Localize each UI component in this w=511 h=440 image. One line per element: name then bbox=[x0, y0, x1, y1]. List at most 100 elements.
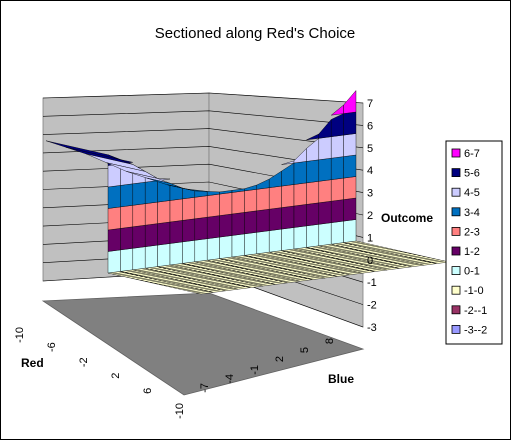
red-tick-label: 6 bbox=[142, 388, 154, 394]
section-band-cell bbox=[206, 236, 220, 261]
section-band-cell bbox=[318, 136, 332, 161]
section-band-cell bbox=[269, 185, 282, 210]
section-band-cell bbox=[120, 183, 134, 208]
section-band-cell bbox=[182, 240, 196, 264]
section-band-cell bbox=[293, 204, 307, 228]
section-band-cell bbox=[120, 226, 134, 251]
section-band-cell bbox=[331, 134, 344, 159]
section-band-cell bbox=[194, 238, 208, 263]
legend-label: 2-3 bbox=[464, 226, 480, 238]
section-band-cell bbox=[293, 182, 307, 207]
section-band-cell bbox=[281, 205, 295, 230]
section-band-cell bbox=[194, 195, 208, 220]
section-band-cell bbox=[306, 159, 319, 184]
section-band-cell bbox=[194, 216, 208, 241]
section-band-cell bbox=[231, 190, 245, 215]
blue-tick-label: 2 bbox=[274, 356, 286, 362]
z-tick-label: 0 bbox=[367, 255, 373, 267]
section-band-cell bbox=[343, 111, 357, 136]
blue-axis-ticks: -7 -4 -1 2 5 8 bbox=[199, 338, 336, 393]
section-band-cell bbox=[169, 241, 183, 266]
section-band-cell bbox=[144, 201, 158, 226]
red-tick-label: -10 bbox=[174, 403, 186, 419]
z-gridline bbox=[42, 92, 364, 104]
section-band-cell bbox=[318, 179, 332, 204]
section-band-cell bbox=[256, 187, 270, 212]
section-band-cell bbox=[306, 202, 319, 227]
section-band-cell bbox=[331, 177, 344, 202]
y-axis-label: Red bbox=[21, 356, 44, 370]
z-tick-label: 4 bbox=[367, 165, 373, 177]
red-axis-ticks: -10 -6 -2 2 6 -10 bbox=[14, 327, 186, 419]
section-band-cell bbox=[182, 218, 196, 243]
section-band-cell bbox=[269, 228, 282, 253]
legend-swatch bbox=[451, 187, 461, 197]
legend-label: -3--2 bbox=[464, 324, 487, 336]
section-band-cell bbox=[331, 199, 344, 223]
section-band-cell bbox=[219, 235, 233, 259]
legend-label: 3-4 bbox=[464, 207, 480, 219]
section-band-cell bbox=[244, 232, 258, 256]
section-band-cell bbox=[318, 200, 332, 225]
z-tick-label: 5 bbox=[367, 143, 373, 155]
section-band-cell bbox=[157, 200, 171, 224]
section-band-cell bbox=[144, 244, 158, 269]
blue-tick-label: 8 bbox=[324, 338, 336, 344]
z-tick-label: -1 bbox=[367, 277, 377, 289]
section-band-cell bbox=[281, 227, 295, 251]
legend-label: -2--1 bbox=[464, 305, 487, 317]
legend: 6-7 5-6 4-5 3-4 2-3 1-2 0-1 -1-0 -2--1 -3--2 bbox=[451, 148, 487, 336]
blue-tick-label: -4 bbox=[224, 374, 236, 384]
red-tick-label: -6 bbox=[46, 342, 58, 352]
section-band-cell bbox=[182, 197, 196, 221]
z-tick-label: -2 bbox=[367, 300, 377, 312]
section-band-cell bbox=[169, 220, 183, 244]
section-band-cell bbox=[256, 208, 270, 233]
blue-tick-label: -7 bbox=[199, 383, 211, 393]
section-top-cell bbox=[187, 188, 208, 192]
chart-title: Sectioned along Red's Choice bbox=[155, 25, 356, 42]
section-band-cell bbox=[206, 193, 220, 218]
z-tick-label: 7 bbox=[367, 98, 373, 110]
section-band-cell bbox=[169, 198, 183, 223]
blue-tick-label: 5 bbox=[299, 347, 311, 353]
legend-label: 0-1 bbox=[464, 266, 480, 278]
legend-swatch bbox=[451, 324, 461, 334]
blue-tick-label: -1 bbox=[249, 365, 261, 375]
section-band-cell bbox=[244, 189, 258, 213]
section-band-cell bbox=[343, 197, 357, 222]
section-band-cell bbox=[318, 222, 332, 247]
legend-swatch bbox=[451, 226, 461, 236]
legend-label: 1-2 bbox=[464, 246, 480, 258]
red-tick-label: 2 bbox=[110, 373, 122, 379]
section-band-cell bbox=[132, 246, 146, 271]
legend-label: -1-0 bbox=[464, 285, 484, 297]
section-band-cell bbox=[318, 157, 332, 182]
section-band-cell bbox=[107, 228, 121, 252]
z-tick-label: -3 bbox=[367, 322, 377, 334]
legend-label: 4-5 bbox=[464, 187, 480, 199]
section-band-cell bbox=[107, 206, 121, 231]
z-tick-label: 6 bbox=[367, 120, 373, 132]
red-tick-label: -2 bbox=[78, 357, 90, 367]
section-band-cell bbox=[120, 248, 134, 272]
z-tick-label: 2 bbox=[367, 210, 373, 222]
section-band-cell bbox=[343, 176, 357, 200]
section-band-cell bbox=[269, 207, 282, 231]
section-band-cell bbox=[132, 203, 146, 228]
section-band-cell bbox=[306, 181, 319, 205]
section-band-cell bbox=[206, 215, 220, 239]
section-band-cell bbox=[157, 243, 171, 267]
section-band-cell bbox=[107, 185, 121, 209]
section-band-cell bbox=[306, 224, 319, 248]
section-band-cell bbox=[120, 205, 134, 229]
sectioned-surface bbox=[45, 89, 357, 274]
section-band-cell bbox=[144, 180, 158, 204]
section-band-cell bbox=[157, 221, 171, 246]
section-band-cell bbox=[343, 89, 357, 114]
z-axis-ticks: 7 6 5 4 3 2 1 0 -1 -2 -3 bbox=[367, 98, 377, 334]
section-band-cell bbox=[244, 210, 258, 235]
z-gridline bbox=[42, 110, 364, 126]
legend-swatch bbox=[451, 266, 461, 276]
